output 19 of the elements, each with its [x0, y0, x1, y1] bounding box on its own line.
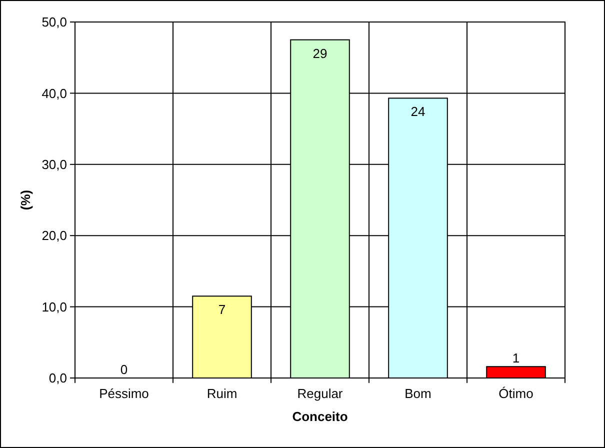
annotation: 1 — [512, 350, 520, 366]
y-axis-title: (%) — [18, 190, 33, 210]
annotation: 7 — [218, 302, 226, 318]
y-tick-label: 20,0 — [42, 228, 67, 244]
y-tick-label: 0,0 — [48, 370, 67, 386]
x-axis-title: Conceito — [292, 409, 348, 424]
y-tick-label: 40,0 — [42, 86, 67, 101]
bar — [486, 366, 546, 378]
x-tick-label: Regular — [297, 386, 344, 401]
y-tick-label: 50,0 — [42, 14, 67, 30]
x-tick-label: Péssimo — [99, 386, 149, 401]
x-tick-label: Bom — [404, 386, 432, 401]
y-tick-label: 10,0 — [42, 299, 67, 314]
annotation: 24 — [410, 104, 426, 120]
y-tick-label: 30,0 — [42, 156, 67, 172]
x-tick-label: Ótimo — [498, 386, 534, 401]
annotation: 0 — [120, 362, 128, 377]
x-tick-label: Ruim — [206, 386, 238, 401]
annotation: 29 — [312, 46, 328, 61]
